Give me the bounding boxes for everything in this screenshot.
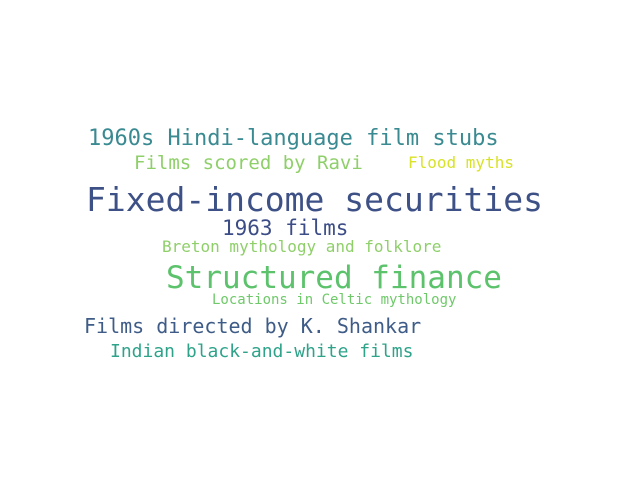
word-1963-films: 1963 films: [222, 216, 349, 240]
word-films-directed-by-k-shankar: Films directed by K. Shankar: [84, 314, 422, 338]
word-indian-black-and-white-films: Indian black-and-white films: [110, 341, 414, 362]
word-breton-mythology-and-folklore: Breton mythology and folklore: [162, 237, 442, 256]
word-structured-finance: Structured finance: [166, 260, 502, 296]
word-flood-myths: Flood myths: [408, 153, 514, 172]
word-locations-in-celtic-mythology: Locations in Celtic mythology: [212, 292, 457, 308]
word-fixed-income-securities: Fixed-income securities: [86, 180, 543, 219]
word-films-scored-by-ravi: Films scored by Ravi: [134, 152, 363, 174]
word-1960s-hindi-language-film-stubs: 1960s Hindi-language film stubs: [88, 126, 499, 151]
